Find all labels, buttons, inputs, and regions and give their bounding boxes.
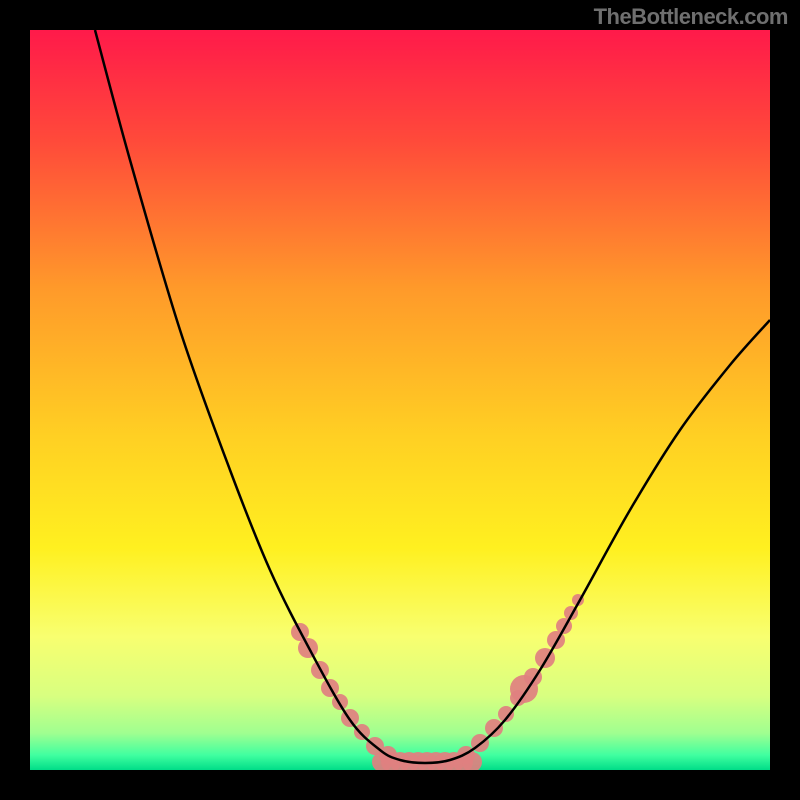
chart-plot-area <box>30 30 770 770</box>
data-blobs <box>291 594 584 770</box>
v-curve-line <box>95 30 770 763</box>
chart-overlay <box>30 30 770 770</box>
watermark-text: TheBottleneck.com <box>594 4 788 30</box>
